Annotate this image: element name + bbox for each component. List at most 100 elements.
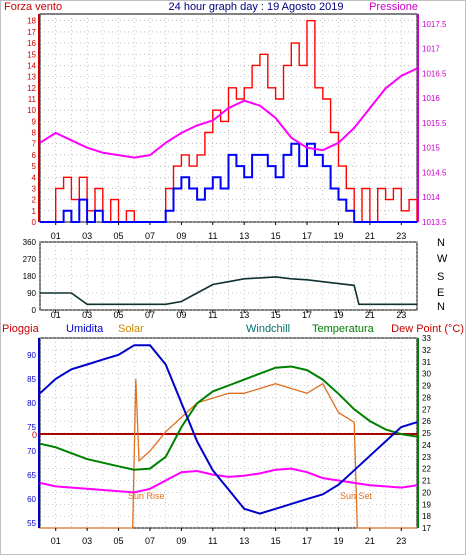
x-tick-label: 11 bbox=[208, 310, 217, 320]
y-left-tick-label: 10 bbox=[27, 106, 36, 115]
x-tick-label: 03 bbox=[82, 310, 92, 320]
x-tick-label: 05 bbox=[114, 231, 124, 241]
y-left-tick-label: 12 bbox=[27, 84, 36, 93]
y-left-tick-label: 75 bbox=[27, 423, 36, 432]
y-right-tick-label: 19 bbox=[422, 500, 431, 509]
y-left-tick-label: 90 bbox=[27, 351, 36, 360]
legend-temperature: Temperatura bbox=[312, 323, 375, 335]
x-tick-label: 19 bbox=[333, 310, 343, 320]
y-right-tick-label: 29 bbox=[422, 382, 431, 391]
solar-series-line bbox=[40, 378, 417, 529]
y-right-tick-label: 30 bbox=[422, 370, 431, 379]
y-right-tick-label: 31 bbox=[422, 358, 431, 367]
x-tick-label: 01 bbox=[51, 231, 61, 241]
y-left-tick-label: 60 bbox=[27, 495, 36, 504]
legend-dewpoint: Dew Point (°C) bbox=[391, 323, 464, 335]
x-tick-label: 13 bbox=[239, 536, 249, 546]
y-left-tick-label: 17 bbox=[27, 28, 36, 37]
y-left-tick-label: 1 bbox=[32, 207, 37, 216]
x-tick-label: 17 bbox=[302, 231, 312, 241]
wind-series-line bbox=[40, 142, 417, 223]
x-tick-label: 15 bbox=[271, 231, 281, 241]
x-tick-label: 07 bbox=[145, 310, 155, 320]
wind-pressure-panel: 01234567891011121314151617181013.5101410… bbox=[27, 13, 447, 241]
y-right-tick-label: 17 bbox=[422, 524, 431, 533]
sunrise-label: Sun Rise bbox=[128, 491, 165, 501]
y-left-tick-label: 55 bbox=[27, 519, 36, 528]
x-tick-label: 11 bbox=[208, 231, 217, 241]
y-right-tick-label: 25 bbox=[422, 429, 431, 438]
y-left-tick-label: 3 bbox=[32, 184, 37, 193]
y-right-tick-label: S bbox=[437, 271, 444, 283]
y-left-tick-label: 80 bbox=[27, 399, 36, 408]
x-tick-label: 19 bbox=[333, 231, 343, 241]
x-tick-label: 15 bbox=[271, 536, 281, 546]
x-tick-label: 01 bbox=[51, 310, 61, 320]
y-right-tick-label: 28 bbox=[422, 393, 431, 402]
y-right-tick-label: 26 bbox=[422, 417, 431, 426]
y-left-tick-label: 180 bbox=[23, 272, 37, 281]
y-left-tick-label: 0 bbox=[32, 306, 37, 315]
y-right-tick-label: 23 bbox=[422, 453, 431, 462]
y-left-tick-label: 85 bbox=[27, 375, 36, 384]
y-left-tick-label: 0 bbox=[32, 218, 37, 227]
y-left-tick-label: 15 bbox=[27, 50, 36, 59]
x-tick-label: 15 bbox=[271, 310, 281, 320]
y-right-tick-label: 1017.5 bbox=[422, 20, 447, 29]
left-axis-title: Forza vento bbox=[4, 1, 62, 13]
humidity-temperature-panel: 17 18 19 20 21 22 23 24 25 26 27 28 29 30 31 32 33 55 60 65… bbox=[27, 334, 431, 546]
y-left-tick-label: 70 bbox=[27, 447, 36, 456]
y-left-tick-label: 14 bbox=[27, 61, 36, 70]
y-right-tick-label: 33 bbox=[422, 334, 431, 343]
direction-series-line bbox=[40, 276, 417, 306]
y-left-tick-label: 270 bbox=[23, 255, 37, 264]
y-left-tick-label: 360 bbox=[23, 238, 37, 247]
y-right-tick-label: N bbox=[437, 237, 445, 249]
x-tick-label: 01 bbox=[51, 536, 61, 546]
legend-humidity: Umidita bbox=[66, 323, 104, 335]
y-left-tick-label: 65 bbox=[27, 471, 36, 480]
y-right-tick-label: 18 bbox=[422, 512, 431, 521]
y-right-tick-label: 1015 bbox=[422, 144, 440, 153]
x-tick-label: 05 bbox=[114, 310, 124, 320]
y-right-tick-label: 1016.5 bbox=[422, 69, 447, 78]
y-left-tick-label: 5 bbox=[32, 162, 37, 171]
temperature-series-line bbox=[39, 365, 418, 471]
legend-solar: Solar bbox=[118, 323, 144, 335]
y-right-tick-label: 1014.5 bbox=[422, 168, 447, 177]
x-tick-label: 21 bbox=[365, 231, 375, 241]
right-axis-title: Pressione bbox=[369, 1, 418, 13]
y-right-tick-label: E bbox=[437, 287, 444, 299]
x-tick-label: 03 bbox=[82, 536, 92, 546]
sunset-label: Sun Set bbox=[340, 491, 373, 501]
x-tick-label: 23 bbox=[396, 231, 406, 241]
x-tick-label: 21 bbox=[365, 536, 375, 546]
chart-labels: Forza vento 24 hour graph day : 19 Agost… bbox=[2, 1, 464, 501]
y-left-tick-label: 13 bbox=[27, 73, 36, 82]
y-right-tick-label: 22 bbox=[422, 465, 431, 474]
y-left-tick-label: 9 bbox=[32, 117, 37, 126]
x-tick-label: 09 bbox=[176, 536, 186, 546]
y-left-tick-label: 4 bbox=[32, 173, 37, 182]
x-tick-label: 07 bbox=[145, 536, 155, 546]
y-right-tick-label: 21 bbox=[422, 477, 431, 486]
legend-windchill: Windchill bbox=[246, 323, 290, 335]
x-tick-label: 17 bbox=[302, 536, 312, 546]
x-tick-label: 13 bbox=[239, 310, 249, 320]
chart-title: 24 hour graph day : 19 Agosto 2019 bbox=[169, 1, 344, 13]
x-tick-label: 03 bbox=[82, 231, 92, 241]
x-tick-label: 19 bbox=[333, 536, 343, 546]
y-left-tick-label: 2 bbox=[32, 196, 37, 205]
y-left-tick-label: 90 bbox=[27, 289, 36, 298]
y-left-tick-label: 6 bbox=[32, 151, 37, 160]
y-right-tick-label: 1016 bbox=[422, 94, 440, 103]
x-tick-label: 17 bbox=[302, 310, 312, 320]
y-left-tick-label: 7 bbox=[32, 140, 37, 149]
x-tick-label: 23 bbox=[396, 310, 406, 320]
x-tick-label: 21 bbox=[365, 310, 375, 320]
x-tick-label: 09 bbox=[176, 231, 186, 241]
y-right-tick-label: N bbox=[437, 301, 445, 313]
dewpoint-series-line bbox=[39, 467, 418, 494]
